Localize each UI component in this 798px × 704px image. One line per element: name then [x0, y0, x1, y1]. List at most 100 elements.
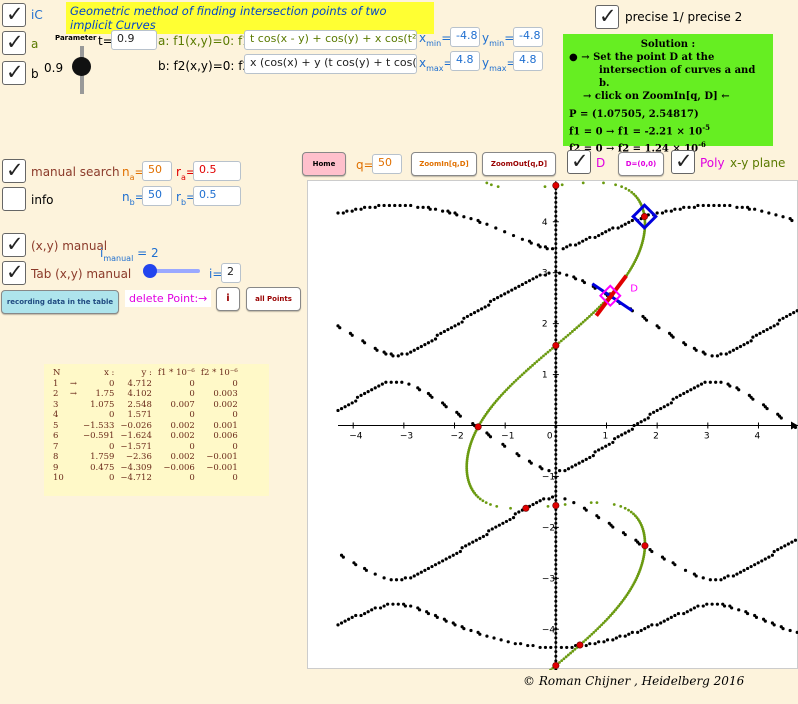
i-slider-handle[interactable] [143, 264, 157, 278]
table-row: 10 0 −4.712 0 0 [50, 473, 241, 484]
t-input[interactable]: 0.9 [111, 30, 157, 50]
curve-b-dot [738, 344, 743, 349]
curve-a-point [529, 365, 532, 369]
a-checkbox[interactable]: ✓ [2, 30, 26, 55]
curve-b-dot [506, 290, 510, 294]
ra-label: ra= [176, 165, 196, 182]
curve-b-dot [384, 380, 388, 384]
curve-b-dot [458, 414, 462, 418]
curve-b-dot [769, 326, 773, 330]
curve-b-dot [660, 211, 665, 215]
curve-b-dot [554, 618, 558, 622]
curve-b-dot [675, 395, 679, 399]
curve-a-point [583, 318, 587, 322]
parameter-label: Parameter [55, 34, 97, 42]
xmax-input[interactable]: 4.8 [450, 51, 480, 71]
x-tick-label: −3 [400, 432, 413, 442]
x-tick-label: −4 [349, 432, 363, 442]
f1-input[interactable]: t cos(x - y) + cos(y) + x cos(t²) [244, 30, 417, 50]
curve-b-dot [565, 645, 569, 650]
na-input[interactable]: 50 [142, 161, 172, 181]
curve-a-point [503, 390, 507, 394]
curve-b-dot [611, 440, 615, 445]
curve-a-point [620, 185, 624, 189]
home-button[interactable]: Home [302, 152, 346, 176]
tab-manual-checkbox[interactable]: ✓ [2, 260, 26, 285]
curve-b-dot [554, 576, 558, 580]
zoom-out-button[interactable]: ZoomOut[q,D] [482, 152, 556, 176]
xmin-input[interactable]: -4.8 [450, 27, 480, 47]
plot-area[interactable]: −4−3−2−1012344321−1−2−3−4D [307, 180, 798, 672]
curve-b-dot [492, 297, 496, 302]
curve-b-dot [527, 279, 532, 283]
table-header: x : [104, 368, 115, 378]
table-cell: −0.006 [163, 462, 195, 473]
x-tick-label: 3 [704, 432, 710, 442]
curve-b-dot [554, 416, 558, 420]
curve-b-dot [696, 604, 700, 608]
check-icon: ✓ [6, 60, 24, 84]
ic-checkbox[interactable]: ✓ [2, 2, 26, 27]
curve-b-dot [659, 406, 663, 411]
rb-input[interactable]: 0.5 [193, 186, 241, 206]
curve-b-dot [474, 538, 478, 542]
info-checkbox[interactable] [2, 187, 26, 211]
curve-b-dot [554, 535, 558, 539]
curve-a-point [600, 623, 603, 627]
table-cell: −0.026 [120, 420, 152, 431]
curve-a-point [568, 331, 572, 335]
ymax-input[interactable]: 4.8 [513, 51, 543, 71]
curve-b-dot [350, 401, 354, 405]
d-origin-button[interactable]: D=(0,0) [618, 152, 664, 176]
curve-a-point [592, 630, 596, 634]
curve-b-dot [554, 205, 558, 209]
ra-input[interactable]: 0.5 [193, 161, 241, 181]
curve-b-dot [573, 277, 578, 281]
table-cell [67, 400, 80, 411]
manual-search-checkbox[interactable]: ✓ [2, 158, 26, 183]
q-input[interactable]: 50 [372, 154, 402, 174]
f2-input[interactable]: x (cos(x) + y (t cos(y) + t cos(t))) [244, 54, 417, 74]
curve-a-point [624, 187, 628, 190]
curve-b-dot [602, 640, 606, 644]
curve-b-dot [554, 462, 558, 466]
i-input[interactable]: 2 [221, 263, 241, 283]
nb-input[interactable]: 50 [142, 186, 172, 206]
poly-checkbox[interactable]: ✓ [671, 149, 695, 174]
b-checkbox[interactable]: ✓ [2, 60, 26, 85]
curve-a-point [496, 397, 500, 401]
curve-b-dot [373, 606, 377, 610]
zoom-in-button[interactable]: ZoomIn[q,D] [411, 152, 477, 176]
curve-b-dot [604, 444, 608, 448]
curve-b-dot [377, 384, 381, 388]
ymin-input[interactable]: -4.8 [513, 27, 543, 47]
curve-b-dot [749, 564, 753, 569]
delete-i-button[interactable]: i [216, 287, 240, 311]
curve-b-dot [554, 228, 558, 232]
curve-b-dot [441, 559, 445, 563]
i-label: i= [209, 267, 223, 281]
table-row: 8 1.759 −2.36 0.002 −0.001 [50, 452, 241, 463]
curve-a-point [489, 183, 493, 187]
recording-button[interactable]: recording data in the table [1, 290, 119, 314]
precise-checkbox[interactable]: ✓ [595, 4, 619, 29]
curve-b-dot [566, 467, 571, 471]
curve-a-point [493, 401, 497, 405]
xy-manual-checkbox[interactable]: ✓ [2, 232, 26, 257]
curve-b-dot [355, 395, 360, 399]
curve-b-dot [382, 576, 386, 580]
xy-plane[interactable]: −4−3−2−1012344321−1−2−3−4D [308, 181, 798, 672]
curve-b-dot [747, 207, 751, 211]
curve-b-dot [683, 568, 688, 572]
t-slider-handle[interactable] [72, 57, 91, 76]
i-slider-track[interactable] [145, 269, 200, 273]
curve-b-dot [636, 630, 640, 634]
curve-b-dot [776, 322, 780, 326]
d-checkbox[interactable]: ✓ [567, 149, 591, 174]
all-points-button[interactable]: all Points [246, 287, 301, 311]
curve-b-dot [554, 530, 558, 534]
curve-b-dot [554, 599, 558, 603]
curve-b-dot [554, 517, 558, 521]
curve-b-dot [519, 642, 523, 646]
curve-a-point [635, 196, 639, 200]
